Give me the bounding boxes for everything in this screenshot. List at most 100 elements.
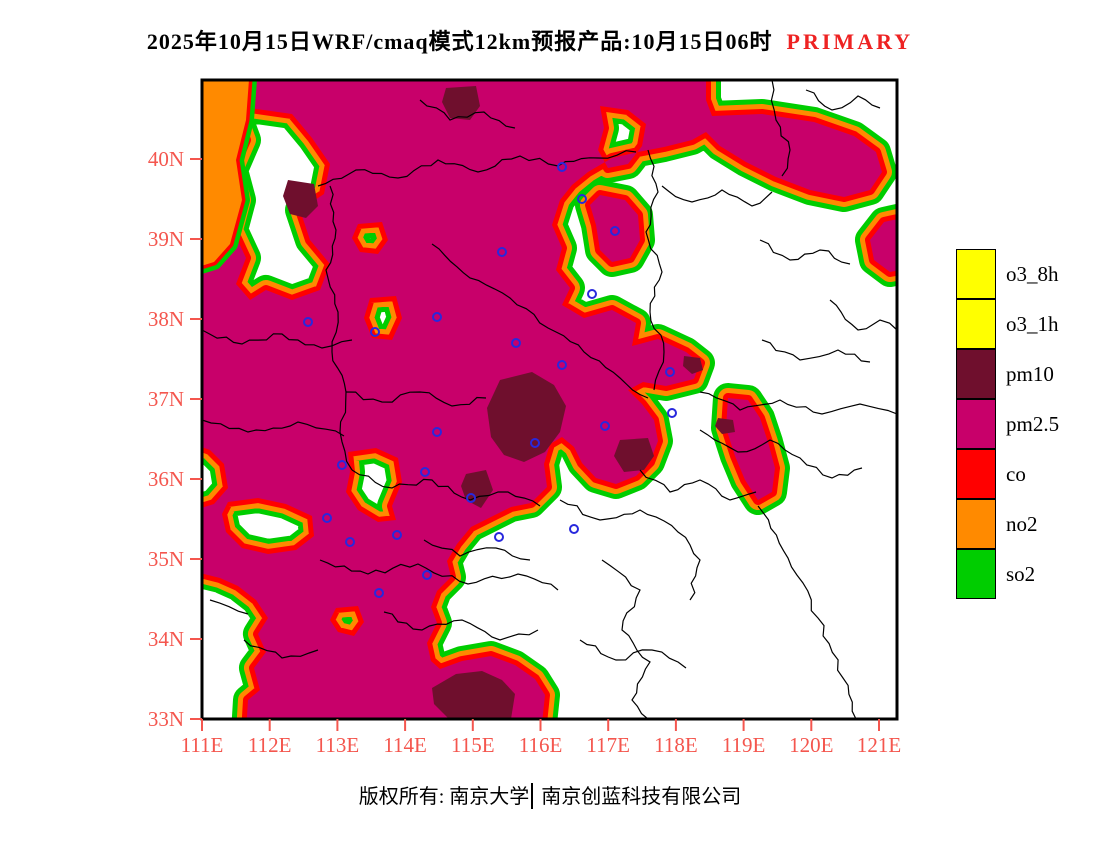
city-marker xyxy=(511,338,521,348)
legend-label: o3_1h xyxy=(1006,311,1059,336)
title-primary-flag: PRIMARY xyxy=(786,29,914,54)
pm10-region xyxy=(683,356,703,374)
city-marker xyxy=(322,513,332,523)
title-text: 2025年10月15日WRF/cmaq模式12km预报产品:10月15日06时 xyxy=(146,29,773,54)
legend-label: no2 xyxy=(1006,511,1038,536)
province-boundary-line xyxy=(202,419,345,437)
city-marker xyxy=(530,438,540,448)
province-boundary-line xyxy=(645,149,665,391)
legend-swatch-o3_1h xyxy=(956,298,996,349)
pm10-region xyxy=(432,671,515,719)
pm10-region xyxy=(461,470,493,508)
province-boundary-line xyxy=(601,559,651,719)
pollutant-legend: o3_8h o3_1h pm10 pm2.5 co no2 so2 xyxy=(956,248,1060,599)
pm10-region xyxy=(442,86,480,120)
copyright-separator xyxy=(531,783,534,809)
province-boundary-line xyxy=(419,99,516,129)
legend-label: pm10 xyxy=(1006,361,1054,386)
city-marker xyxy=(466,493,476,503)
city-marker xyxy=(587,289,597,299)
legend-swatch-pm2.5 xyxy=(956,398,996,449)
map-layers xyxy=(202,80,897,719)
province-boundary-line xyxy=(209,599,249,615)
city-marker xyxy=(600,421,610,431)
city-marker xyxy=(665,367,675,377)
pm10-region xyxy=(487,372,566,462)
pm10-region xyxy=(715,418,735,434)
lat-tick-label: 40N xyxy=(148,147,184,171)
legend-label: pm2.5 xyxy=(1006,411,1060,436)
lon-tick-label: 115E xyxy=(451,733,495,757)
legend-label: co xyxy=(1006,461,1026,486)
forecast-title: 2025年10月15日WRF/cmaq模式12km预报产品:10月15日06时 P… xyxy=(0,24,1060,56)
legend-swatch-no2 xyxy=(956,498,996,549)
copyright-owner-right: 南京创蓝科技有限公司 xyxy=(541,786,742,808)
legend-item-pm10: pm10 xyxy=(956,348,1059,399)
city-marker xyxy=(345,537,355,547)
legend-item-no2: no2 xyxy=(956,498,1059,549)
province-boundary-line xyxy=(243,639,319,659)
lat-tick-label: 38N xyxy=(148,307,184,331)
province-boundary-line xyxy=(559,499,701,601)
city-marker xyxy=(422,570,432,580)
city-marker xyxy=(392,530,402,540)
lon-tick-label: 114E xyxy=(383,733,427,757)
province-boundary-line xyxy=(579,639,687,669)
lat-tick-label: 36N xyxy=(148,467,184,491)
copyright-owner-left: 版权所有: 南京大学 xyxy=(358,786,530,808)
province-boundary-line xyxy=(431,243,649,399)
province-boundary-line xyxy=(829,299,897,331)
lon-tick-label: 112E xyxy=(248,733,292,757)
legend-swatch-o3_8h xyxy=(956,248,996,299)
lon-tick-label: 120E xyxy=(789,733,833,757)
lon-tick-label: 119E xyxy=(722,733,766,757)
legend-item-co: co xyxy=(956,448,1059,499)
province-boundary-line xyxy=(699,391,897,415)
legend-item-pm2.5: pm2.5 xyxy=(956,398,1060,449)
city-marker xyxy=(557,162,567,172)
lat-tick-label: 39N xyxy=(148,227,184,251)
legend-swatch-so2 xyxy=(956,548,996,599)
lon-tick-label: 116E xyxy=(519,733,563,757)
city-marker xyxy=(432,427,442,437)
province-boundary-line xyxy=(805,89,881,111)
province-boundary-line xyxy=(319,559,559,591)
lon-tick-label: 121E xyxy=(857,733,901,757)
lat-tick-label: 35N xyxy=(148,547,184,571)
province-boundary-line xyxy=(383,611,539,641)
lon-tick-label: 113E xyxy=(316,733,360,757)
province-boundary-line xyxy=(757,505,857,719)
lon-tick-label: 111E xyxy=(181,733,224,757)
legend-label: so2 xyxy=(1006,561,1036,586)
province-boundary-line xyxy=(761,339,871,363)
city-marker xyxy=(569,524,579,534)
city-marker xyxy=(610,226,620,236)
city-marker xyxy=(557,360,567,370)
city-marker xyxy=(667,408,677,418)
lat-tick-label: 37N xyxy=(148,387,184,411)
legend-swatch-pm10 xyxy=(956,348,996,399)
province-boundary-line xyxy=(639,469,757,501)
city-marker xyxy=(577,194,587,204)
legend-item-o3_8h: o3_8h xyxy=(956,248,1059,299)
legend-swatch-co xyxy=(956,448,996,499)
city-marker xyxy=(432,312,442,322)
city-marker xyxy=(370,327,380,337)
lon-tick-label: 117E xyxy=(586,733,630,757)
city-marker xyxy=(303,317,313,327)
legend-item-o3_1h: o3_1h xyxy=(956,298,1059,349)
pm10-region xyxy=(283,180,318,218)
legend-label: o3_8h xyxy=(1006,261,1059,286)
legend-item-so2: so2 xyxy=(956,548,1059,599)
pm10-region xyxy=(614,438,654,472)
copyright-line: 版权所有: 南京大学 南京创蓝科技有限公司 xyxy=(0,780,1100,809)
lat-tick-label: 33N xyxy=(148,707,184,731)
city-marker xyxy=(497,247,507,257)
city-marker xyxy=(374,588,384,598)
province-boundary-line xyxy=(351,469,541,507)
city-marker xyxy=(337,460,347,470)
city-marker xyxy=(494,532,504,542)
province-boundary-line xyxy=(770,80,791,177)
